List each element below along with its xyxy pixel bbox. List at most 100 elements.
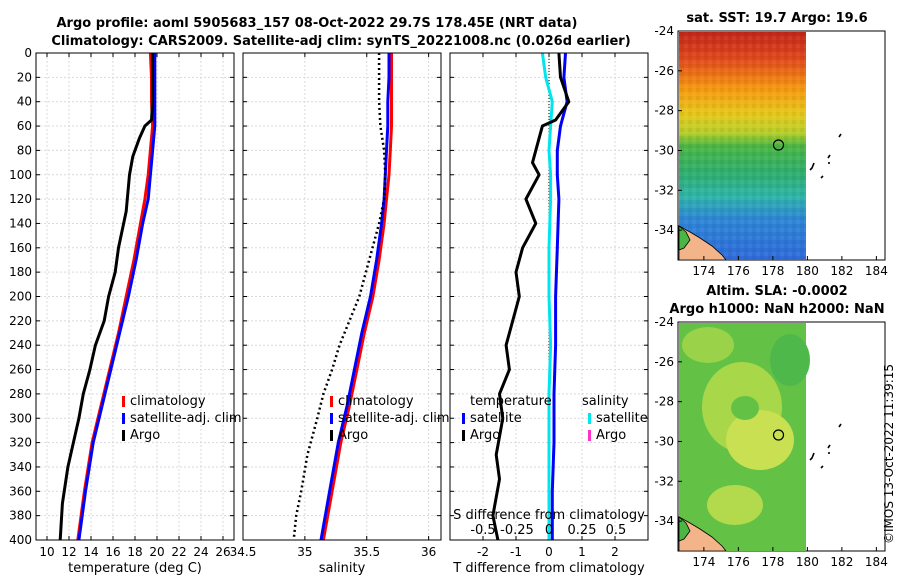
x-tick-label: 10	[39, 545, 54, 559]
x-tick-label: -2	[477, 545, 489, 559]
map-x-tick-label: 174	[692, 264, 715, 278]
x-tick-label: 2	[611, 545, 619, 559]
map-x-tick-label: 176	[727, 555, 750, 569]
legend-swatch-s-argo	[588, 430, 591, 441]
legend-label-argo: Argo	[130, 428, 160, 443]
map-x-tick-label: 184	[865, 264, 888, 278]
salinity-panel: 34.5 35 35.5 36 salinity	[230, 52, 442, 576]
x-axis-label: temperature (deg C)	[68, 561, 202, 576]
map-x-tick-label: 176	[727, 264, 750, 278]
legend-title-temperature: temperature	[470, 394, 552, 409]
map-y-tick-label: -24	[654, 24, 674, 38]
y-tick-label: 240	[9, 338, 32, 352]
s-tick-label: -0.5	[470, 523, 495, 538]
map-x-tick-label: 180	[796, 555, 819, 569]
temperature-legend: climatology satellite-adj. clim Argo	[122, 394, 242, 443]
legend-label-climatology: climatology	[338, 394, 414, 409]
sla-map: Altim. SLA: -0.0002 Argo h1000: NaN h200…	[654, 284, 887, 569]
legend-swatch-climatology	[122, 396, 125, 407]
y-tick-label: 220	[9, 314, 32, 328]
map-x-tick-label: 174	[692, 555, 715, 569]
x-tick-label: 18	[127, 545, 142, 559]
new-zealand-landmass	[678, 225, 727, 261]
map-y-tick-label: -32	[654, 183, 674, 197]
x-tick-label: 12	[61, 545, 76, 559]
map-y-tick-label: -32	[654, 474, 674, 488]
sla-anomaly-core	[731, 396, 759, 420]
x-tick-label: 16	[105, 545, 120, 559]
legend-title-salinity: salinity	[582, 394, 629, 409]
axes-frame	[242, 52, 442, 541]
y-tick-label: 80	[17, 143, 32, 157]
land-mask	[678, 516, 691, 542]
y-tick-label: 320	[9, 436, 32, 450]
legend-label-s-satellite: satellite	[596, 411, 648, 426]
sla-map-title2: Argo h1000: NaN h2000: NaN	[669, 302, 884, 317]
y-tick-label: 400	[9, 533, 32, 547]
sla-anomaly-blob	[770, 334, 810, 386]
y-tick-label: 140	[9, 216, 32, 230]
legend-swatch-argo	[330, 430, 333, 441]
s-tick-label: 0.25	[568, 523, 597, 538]
legend-label-t-argo: Argo	[470, 428, 500, 443]
series-satellite-adj-clim	[77, 53, 157, 541]
map-y-tick-label: -28	[654, 104, 674, 118]
map-y-tick-label: -30	[654, 143, 674, 157]
sla-anomaly-blob	[707, 485, 763, 525]
argo-position-marker	[772, 429, 785, 441]
sst-map-ticks: 174 176 178 180 182 184 -24 -26 -28 -30 -32 -34	[654, 24, 887, 278]
map-y-tick-label: -24	[654, 315, 674, 329]
y-tick-label: 300	[9, 411, 32, 425]
x-axis-label: salinity	[319, 561, 366, 576]
x-tick-label: 34.5	[230, 545, 257, 559]
legend-swatch-argo	[122, 430, 125, 441]
x-tick-label: 14	[83, 545, 98, 559]
legend-swatch-s-satellite	[588, 413, 591, 424]
map-y-tick-label: -34	[654, 514, 674, 528]
y-tick-label: 360	[9, 484, 32, 498]
x-axis-label: T difference from climatology	[452, 561, 645, 576]
x-tick-label: 20	[149, 545, 164, 559]
new-zealand-landmass	[678, 516, 727, 552]
map-y-tick-label: -30	[654, 434, 674, 448]
temperature-panel: 0 20 40 60 80 100 120 140 160 180 200 220 240 260 280 3…	[9, 46, 235, 576]
s-tick-label: -0.25	[500, 523, 534, 538]
map-x-tick-label: 182	[830, 264, 853, 278]
s-difference-axis-label: S difference from climatology	[453, 508, 645, 523]
legend-swatch-t-argo	[462, 430, 465, 441]
y-tick-label: 100	[9, 168, 32, 182]
map-y-tick-label: -34	[654, 223, 674, 237]
y-tick-label: 160	[9, 241, 32, 255]
map-x-tick-label: 184	[865, 555, 888, 569]
legend-label-argo: Argo	[338, 428, 368, 443]
map-y-tick-label: -26	[654, 355, 674, 369]
map-y-tick-label: -26	[654, 64, 674, 78]
y-tick-label: 340	[9, 460, 32, 474]
series-s-satellite	[540, 52, 554, 540]
legend-label-t-satellite: satellite	[470, 411, 522, 426]
kermadec-islands	[809, 133, 842, 179]
legend-swatch-t-satellite	[462, 413, 465, 424]
sla-map-ticks: 174 176 178 180 182 184 -24 -26 -28 -30 -32 -34	[654, 315, 887, 569]
x-tick-label: 36	[421, 545, 436, 559]
imos-timestamp: ©IMOS 13-Oct-2022 11:39:15	[882, 364, 896, 544]
map-x-tick-label: 178	[761, 555, 784, 569]
y-tick-label: 20	[17, 70, 32, 84]
legend-label-satellite: satellite-adj. clim	[338, 411, 450, 426]
legend-swatch-satellite	[122, 413, 125, 424]
legend-label-climatology: climatology	[130, 394, 206, 409]
map-y-tick-label: -28	[654, 395, 674, 409]
y-tick-label: 0	[24, 46, 32, 60]
x-tick-label: 35.5	[353, 545, 380, 559]
y-tick-label: 120	[9, 192, 32, 206]
land-mask	[678, 225, 691, 251]
series-satellite-adj-clim	[319, 53, 391, 541]
kermadec-islands	[809, 423, 842, 469]
map-x-tick-label: 182	[830, 555, 853, 569]
series-t-argo	[491, 52, 571, 541]
series-argo	[58, 53, 155, 541]
map-x-tick-label: 178	[761, 264, 784, 278]
argo-position-marker	[772, 139, 785, 151]
x-tick-label: 0	[545, 545, 553, 559]
sst-field-texture	[679, 32, 806, 260]
